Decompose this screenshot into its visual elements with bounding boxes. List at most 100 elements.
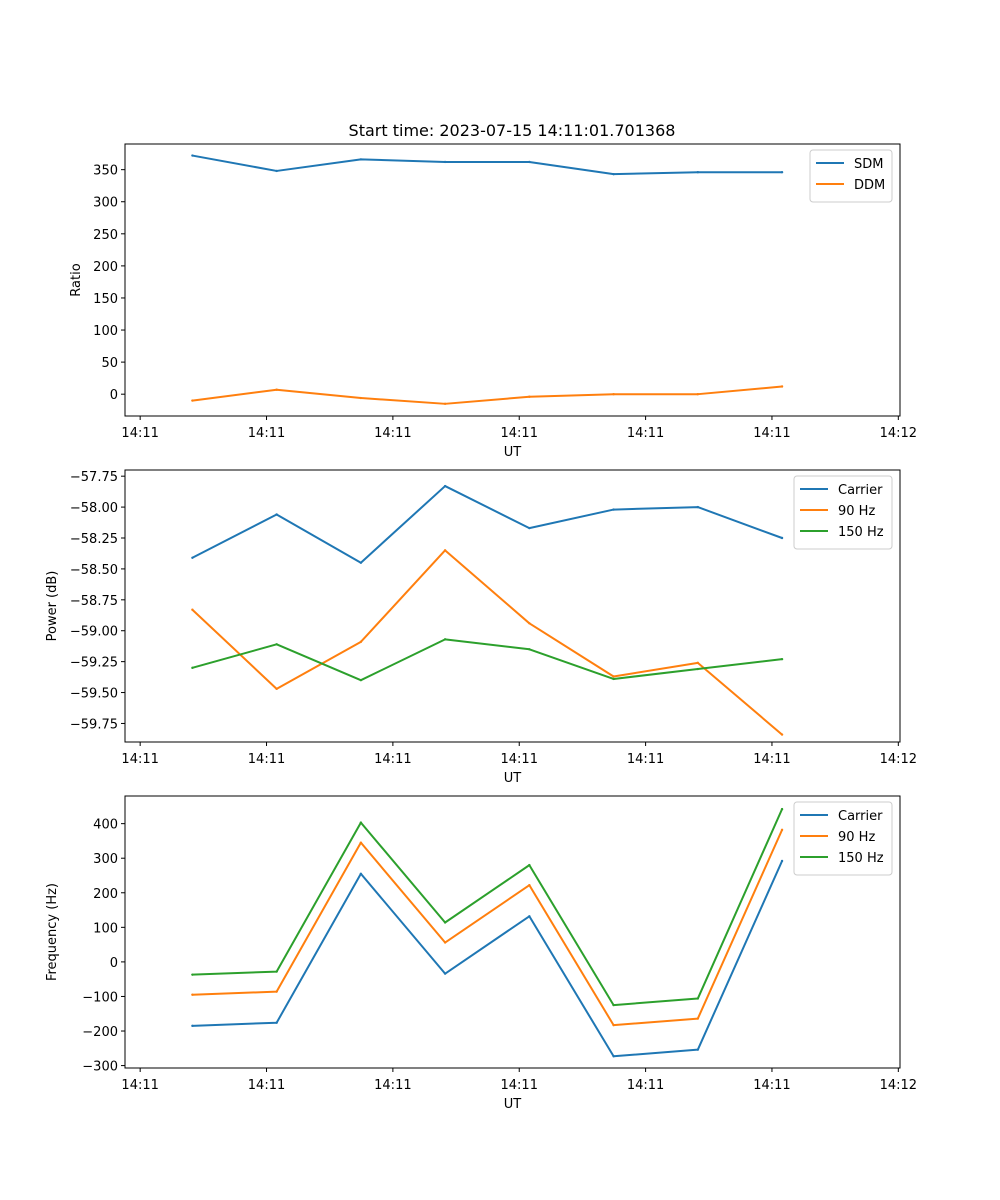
data-point xyxy=(528,863,531,867)
data-point xyxy=(191,1024,194,1028)
x-tick-label: 14:11 xyxy=(753,426,790,441)
legend: Carrier 90 Hz 150 Hz xyxy=(793,801,893,876)
data-point xyxy=(696,1017,700,1020)
data-point xyxy=(780,536,784,540)
data-point xyxy=(443,484,447,488)
data-point xyxy=(696,171,700,174)
data-point xyxy=(191,608,194,611)
data-point xyxy=(528,395,531,398)
y-tick-label: 100 xyxy=(93,921,118,936)
y-tick-label: −58.50 xyxy=(70,563,118,578)
data-point xyxy=(191,154,194,157)
data-point xyxy=(696,997,700,1000)
data-point xyxy=(780,171,784,174)
y-tick-label: 200 xyxy=(93,260,118,275)
data-point xyxy=(443,549,447,552)
y-axis-label: Frequency (Hz) xyxy=(45,883,60,981)
data-point xyxy=(275,513,278,516)
data-point xyxy=(696,505,700,509)
data-point xyxy=(191,666,194,670)
data-point xyxy=(780,733,784,736)
y-tick-label: −59.75 xyxy=(70,717,118,732)
data-point xyxy=(443,941,447,944)
x-tick-label: 14:11 xyxy=(627,1078,664,1093)
y-tick-label: 100 xyxy=(93,324,118,339)
x-tick-label: 14:11 xyxy=(121,1078,158,1093)
x-tick-label: 14:11 xyxy=(121,426,158,441)
data-point xyxy=(780,859,784,863)
data-point xyxy=(275,643,278,646)
data-point xyxy=(528,883,531,887)
y-tick-label: −100 xyxy=(82,990,118,1005)
data-point xyxy=(443,160,447,164)
y-axis-label: Ratio xyxy=(69,263,84,296)
y-axis-label: Power (dB) xyxy=(45,571,60,642)
x-tick-label: 14:12 xyxy=(880,752,917,767)
y-tick-label: 150 xyxy=(93,292,118,307)
legend-label: 90 Hz xyxy=(838,504,875,519)
x-tick-label: 14:11 xyxy=(627,752,664,767)
data-point xyxy=(528,526,531,530)
chart-panel-1: 14:11 14:11 14:11 14:11 14:11 14:11 14:12 0 50 10… xyxy=(69,143,917,460)
plot-frame xyxy=(124,795,901,1069)
legend-label: 90 Hz xyxy=(838,830,875,845)
legend: Carrier 90 Hz 150 Hz xyxy=(793,475,893,550)
legend-label: Carrier xyxy=(838,809,883,824)
data-point xyxy=(696,667,700,671)
series-line-carrier xyxy=(192,860,783,1058)
data-point xyxy=(612,172,615,176)
x-tick-label: 14:11 xyxy=(501,426,538,441)
x-tick-label: 14:11 xyxy=(248,426,285,441)
y-tick-label: 250 xyxy=(93,228,118,243)
series-line-90-hz xyxy=(192,829,783,1027)
data-point xyxy=(528,648,531,651)
data-point xyxy=(275,388,278,391)
data-point xyxy=(275,687,278,691)
data-point xyxy=(612,677,615,681)
data-point xyxy=(612,1023,615,1027)
data-point xyxy=(612,508,615,511)
data-point xyxy=(359,821,363,824)
x-tick-label: 14:11 xyxy=(627,426,664,441)
y-tick-label: −300 xyxy=(82,1060,118,1075)
series-line-150-hz xyxy=(192,808,783,1007)
x-tick-label: 14:11 xyxy=(248,1078,285,1093)
data-point xyxy=(528,622,531,625)
panels: 14:11 14:11 14:11 14:11 14:11 14:11 14:12 0 50 10… xyxy=(45,143,917,1112)
data-point xyxy=(443,402,447,406)
data-point xyxy=(359,158,363,161)
data-point xyxy=(275,990,278,993)
data-point xyxy=(359,640,363,644)
legend: SDM DDM xyxy=(809,149,893,203)
data-point xyxy=(359,872,363,875)
x-tick-label: 14:11 xyxy=(374,1078,411,1093)
y-tick-label: −58.25 xyxy=(70,532,118,547)
series-line-carrier xyxy=(191,485,783,564)
data-point xyxy=(780,828,784,832)
series-line-ddm xyxy=(192,385,783,405)
data-point xyxy=(191,973,194,976)
data-point xyxy=(696,1048,700,1051)
data-point xyxy=(780,385,784,388)
data-point xyxy=(359,841,363,844)
x-tick-label: 14:11 xyxy=(501,1078,538,1093)
data-point xyxy=(612,675,615,678)
data-point xyxy=(359,561,363,564)
data-point xyxy=(528,915,531,918)
data-point xyxy=(191,993,194,996)
y-tick-label: −59.50 xyxy=(70,687,118,702)
x-tick-label: 14:11 xyxy=(248,752,285,767)
data-point xyxy=(528,160,531,164)
y-tick-label: 0 xyxy=(110,388,118,403)
x-tick-label: 14:12 xyxy=(880,1078,917,1093)
x-axis-label: UT xyxy=(504,1097,522,1112)
figure-title: Start time: 2023-07-15 14:11:01.701368 xyxy=(349,121,676,140)
data-point xyxy=(696,661,700,665)
series-line-90-hz xyxy=(191,549,783,736)
y-tick-label: 400 xyxy=(93,818,118,833)
y-tick-label: 300 xyxy=(93,852,118,867)
data-point xyxy=(191,556,194,559)
data-point xyxy=(359,396,363,400)
data-point xyxy=(443,972,447,975)
